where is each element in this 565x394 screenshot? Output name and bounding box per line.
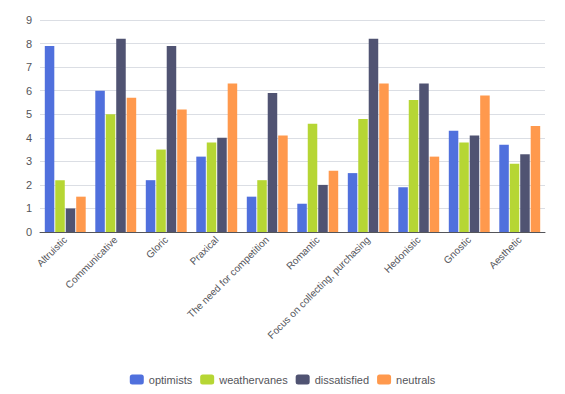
svg-text:Hedonistic: Hedonistic [382,234,423,275]
svg-text:dissatisfied: dissatisfied [315,374,369,386]
svg-text:3: 3 [26,155,32,167]
svg-text:2: 2 [26,179,32,191]
svg-text:Focus on collecting, purchasin: Focus on collecting, purchasing [265,234,372,341]
svg-text:The need for competition: The need for competition [185,234,271,320]
svg-text:8: 8 [26,38,32,50]
svg-text:Romantic: Romantic [284,234,322,272]
svg-text:Aesthetic: Aesthetic [487,234,524,271]
svg-text:4: 4 [26,132,32,144]
svg-text:7: 7 [26,61,32,73]
svg-text:6: 6 [26,85,32,97]
svg-text:Altruistic: Altruistic [35,234,69,268]
svg-text:9: 9 [26,14,32,26]
svg-text:5: 5 [26,108,32,120]
svg-text:weathervanes: weathervanes [218,374,288,386]
svg-text:0: 0 [26,226,32,238]
svg-text:Gloric: Gloric [144,234,170,260]
svg-text:Praxical: Praxical [188,234,221,267]
svg-text:neutrals: neutrals [396,374,436,386]
svg-text:Gnostic: Gnostic [441,234,473,266]
svg-text:1: 1 [26,202,32,214]
svg-text:Communicative: Communicative [63,234,120,291]
svg-text:optimists: optimists [149,374,193,386]
